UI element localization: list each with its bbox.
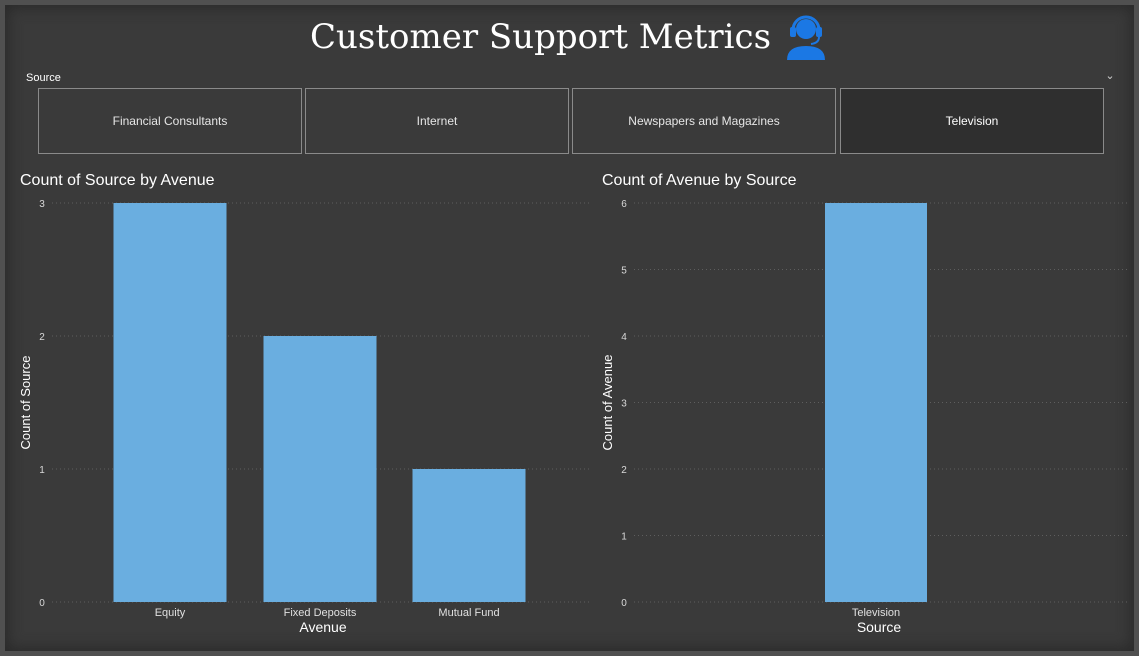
- y-tick-label: 1: [39, 465, 45, 476]
- slicer-tile-television[interactable]: Television: [840, 88, 1104, 154]
- headset-user-icon: [787, 15, 826, 60]
- slicer-tile-internet[interactable]: Internet: [305, 88, 569, 154]
- y-axis-title: Count of Avenue: [600, 355, 615, 451]
- source-slicer: Financial Consultants Internet Newspaper…: [38, 88, 1106, 156]
- bar-equity: [113, 203, 227, 602]
- x-tick-label: Equity: [155, 607, 186, 619]
- y-tick-label: 3: [39, 199, 45, 210]
- y-tick-label: 4: [621, 332, 627, 343]
- y-tick-label: 1: [621, 532, 627, 543]
- y-tick-label: 0: [39, 598, 45, 609]
- slicer-tile-financial-consultants[interactable]: Financial Consultants: [38, 88, 302, 154]
- chart-title-avenue: Count of Source by Avenue: [20, 172, 215, 189]
- chevron-down-icon[interactable]: ⌄: [1105, 70, 1115, 82]
- slicer-tile-newspapers-and-magazines[interactable]: Newspapers and Magazines: [572, 88, 836, 154]
- y-tick-label: 2: [39, 332, 45, 343]
- x-axis-title: Source: [857, 619, 902, 635]
- x-tick-label: Fixed Deposits: [284, 607, 357, 619]
- y-tick-label: 3: [621, 399, 627, 410]
- slicer-label: Source: [26, 72, 61, 84]
- chart-title-source: Count of Avenue by Source: [602, 172, 797, 189]
- y-axis-title: Count of Source: [18, 356, 33, 450]
- bar-television: [825, 203, 927, 602]
- x-tick-label: Mutual Fund: [438, 607, 499, 619]
- bar-mutual-fund: [412, 469, 526, 602]
- x-axis-title: Avenue: [299, 619, 346, 635]
- page-title: Customer Support Metrics: [309, 17, 772, 57]
- y-tick-label: 6: [621, 199, 627, 210]
- bar-chart-count-of-source-by-avenue: 0 1 2 3 Equity Fixed Deposits Mutual Fund Avenu…: [18, 199, 592, 635]
- x-tick-label: Television: [852, 607, 900, 619]
- y-tick-label: 5: [621, 266, 627, 277]
- report-title-area: Customer Support Metrics: [0, 12, 1139, 62]
- y-tick-label: 0: [621, 598, 627, 609]
- y-tick-label: 2: [621, 465, 627, 476]
- bar-fixed-deposits: [263, 336, 377, 602]
